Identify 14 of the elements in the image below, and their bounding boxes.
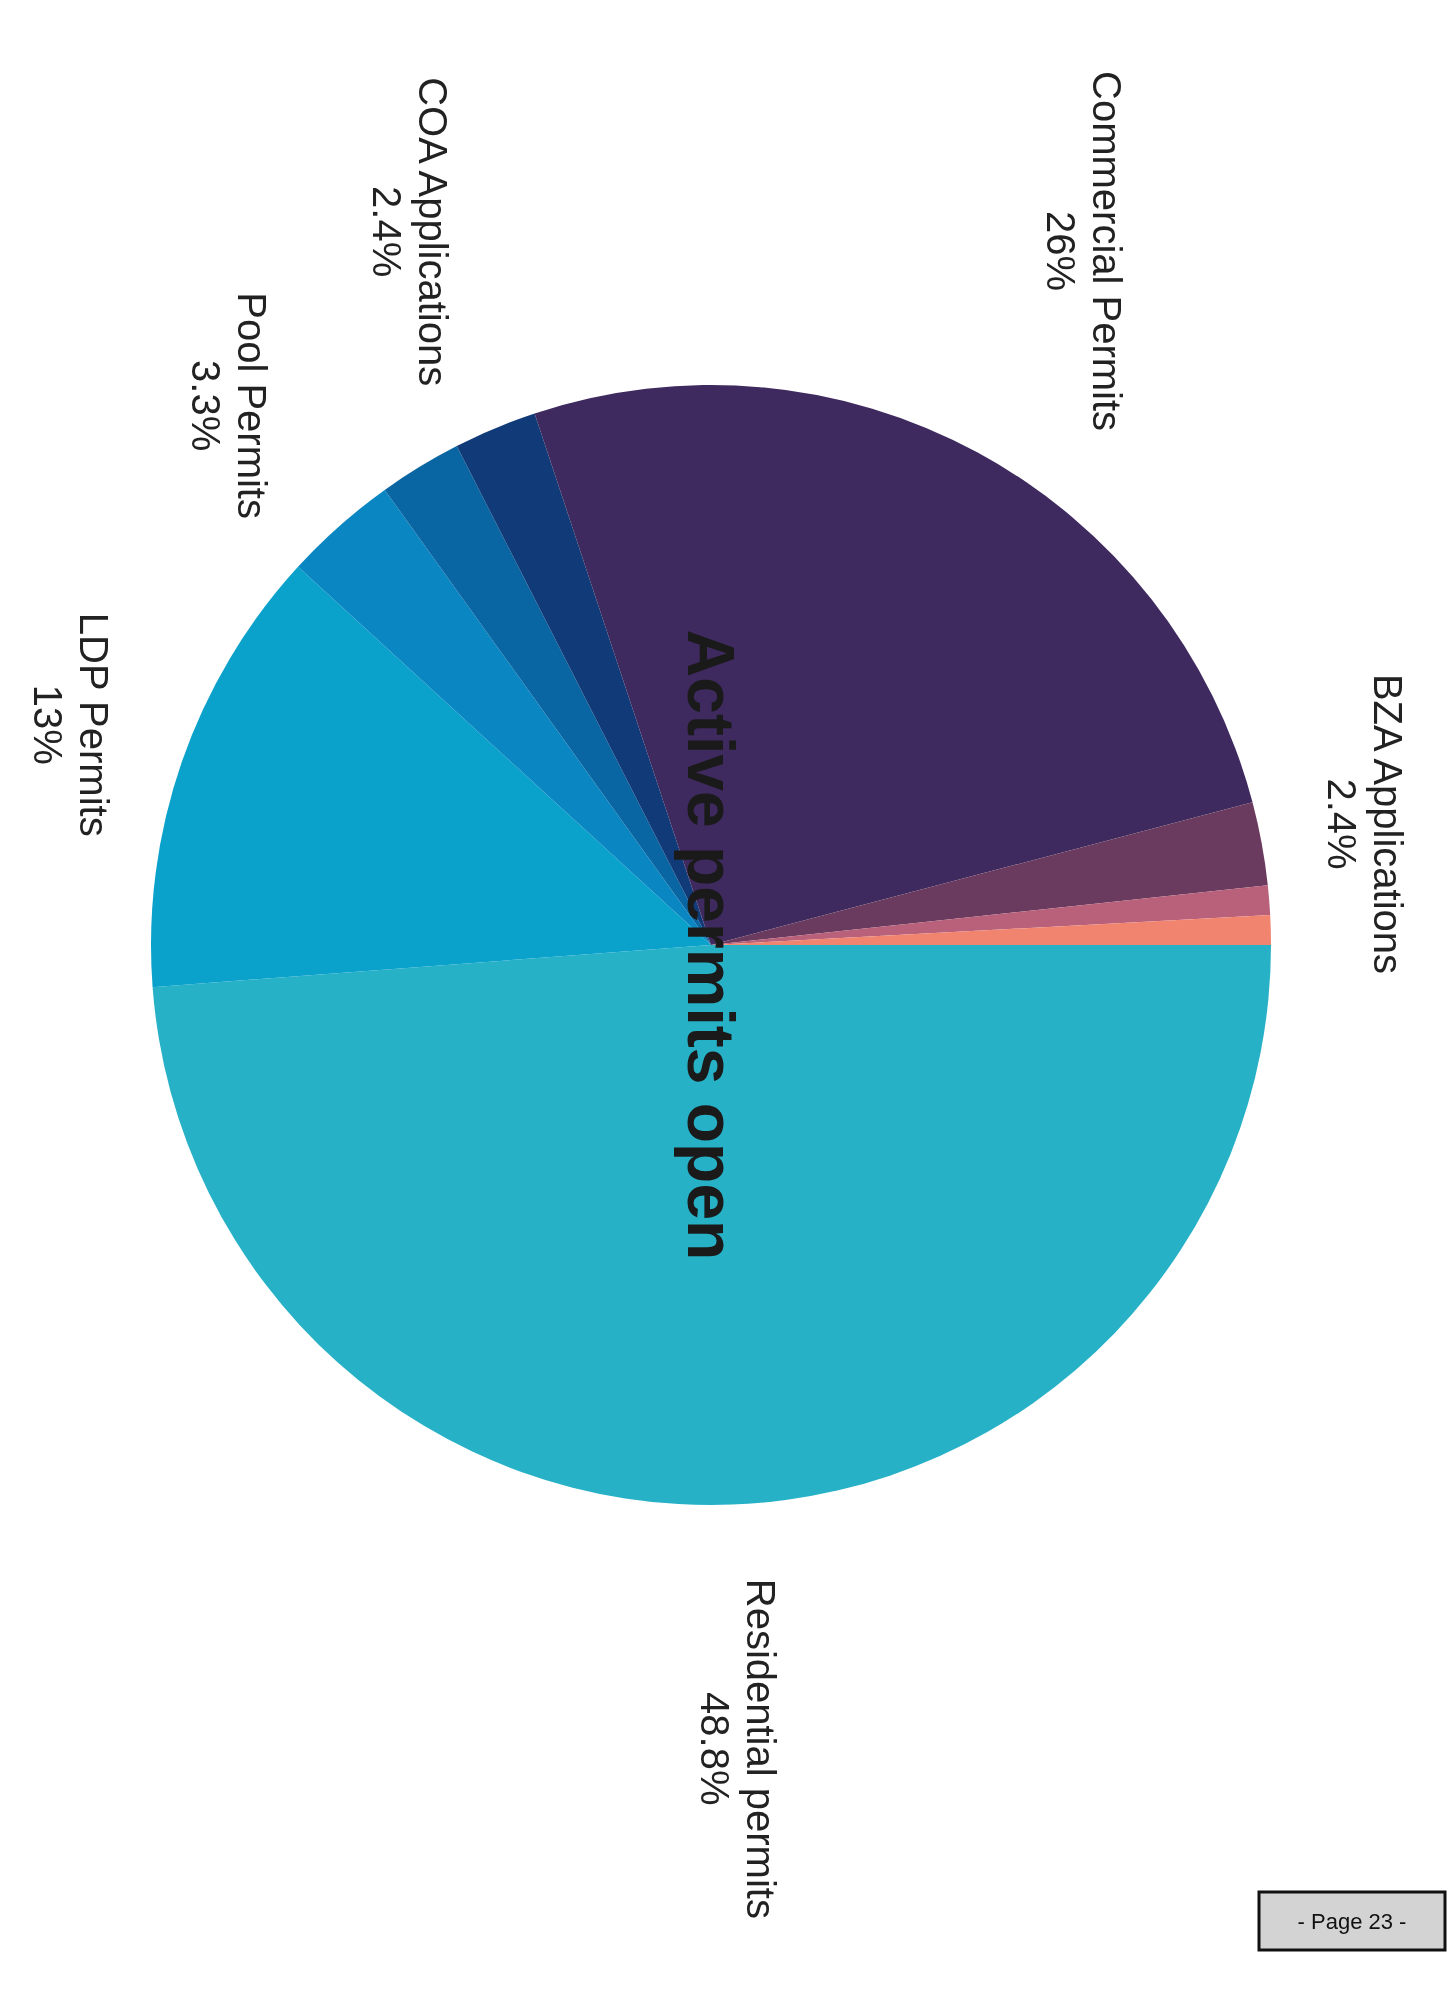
slice-label: LDP Permits bbox=[72, 612, 117, 837]
data-label: 48.8% bbox=[693, 1692, 738, 1806]
data-label: 2.4% bbox=[1319, 778, 1364, 870]
text: Active permits open bbox=[673, 629, 748, 1261]
slice-label: Residential permits bbox=[739, 1578, 784, 1919]
text: - Page 23 - bbox=[1297, 1908, 1407, 1934]
slice-label: Commercial Permits bbox=[1084, 71, 1129, 432]
data-label: 2.4% bbox=[364, 186, 409, 278]
data-label: 26% bbox=[1038, 211, 1083, 292]
slice-label: BZA Applications bbox=[1365, 673, 1410, 975]
slice-label: Pool Permits bbox=[230, 292, 275, 519]
slice-label: COA Applications bbox=[410, 77, 455, 387]
data-label: 3.3% bbox=[184, 360, 229, 452]
data-label: 13% bbox=[26, 684, 71, 765]
